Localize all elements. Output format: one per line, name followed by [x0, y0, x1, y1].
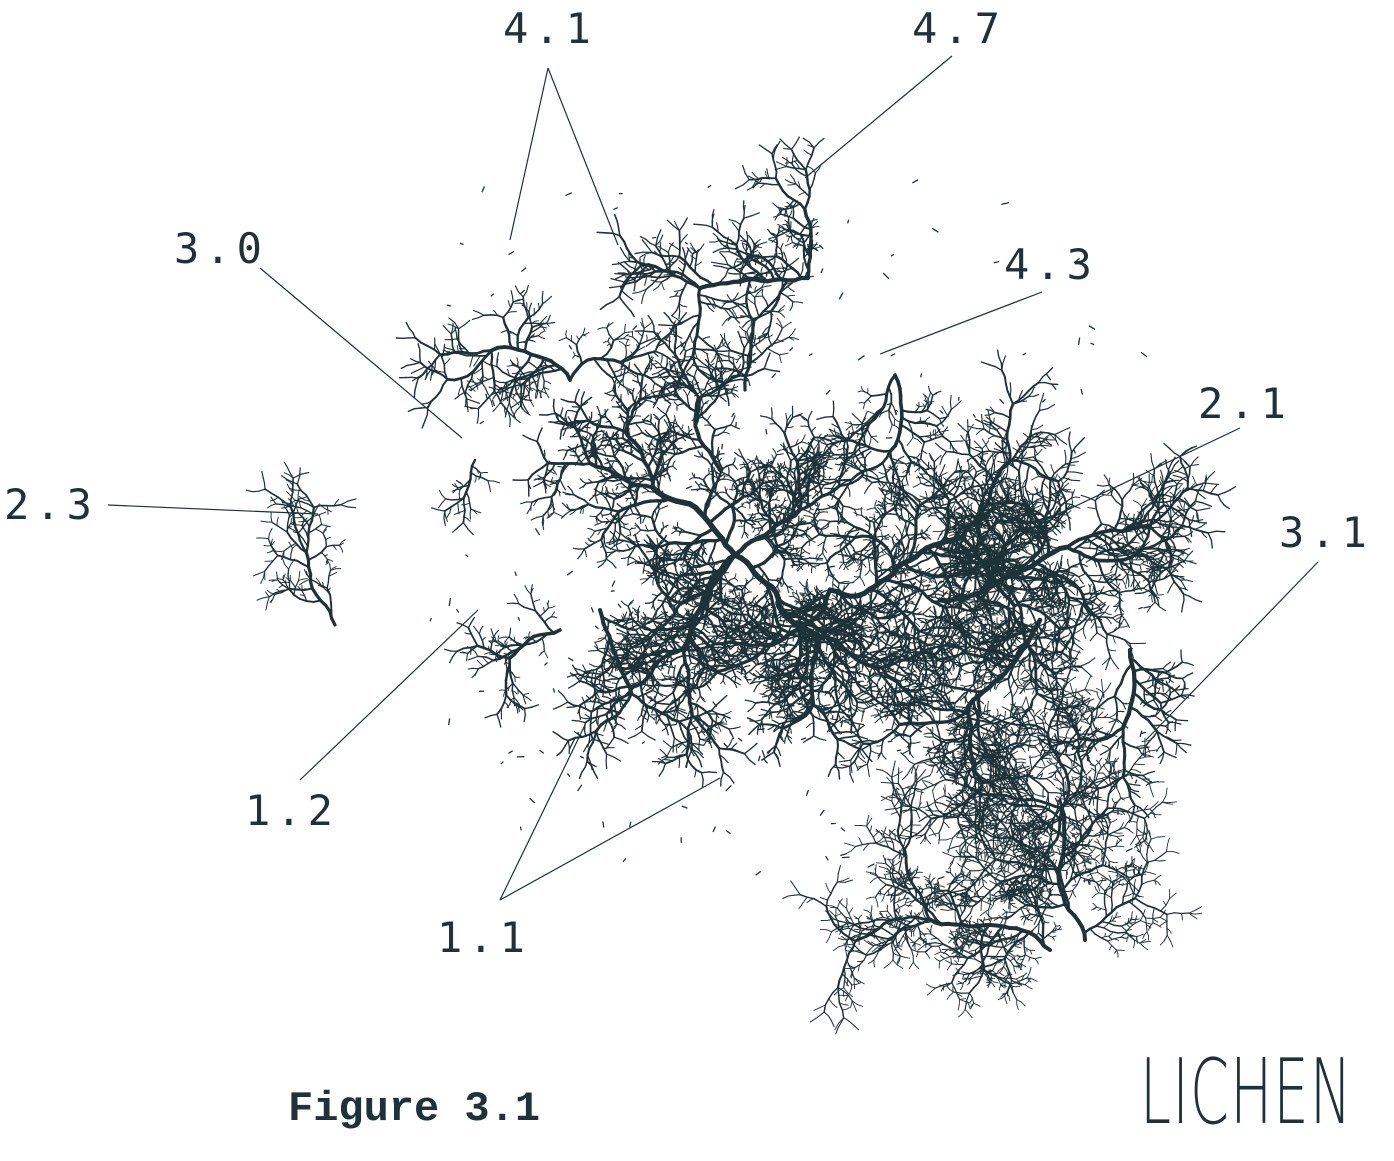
- leader-1-1-right: [500, 778, 720, 900]
- leader-4-1-right: [548, 68, 618, 245]
- label-1-2: 1.2: [245, 790, 339, 832]
- leader-4-3: [880, 292, 1042, 354]
- leader-3-0: [260, 268, 462, 438]
- leader-1-2: [300, 610, 478, 780]
- label-4-1: 4.1: [503, 8, 597, 50]
- label-2-3: 2.3: [4, 484, 98, 526]
- label-4-7: 4.7: [912, 8, 1006, 50]
- lichen-logo: LICHEN: [1140, 1048, 1353, 1138]
- leader-4-7: [805, 56, 952, 178]
- figure-caption: Figure 3.1: [288, 1088, 540, 1130]
- label-2-1: 2.1: [1198, 383, 1292, 425]
- label-3-1: 3.1: [1279, 512, 1373, 554]
- label-3-0: 3.0: [174, 228, 268, 270]
- label-4-3: 4.3: [1004, 244, 1098, 286]
- label-1-1: 1.1: [437, 917, 531, 959]
- leader-4-1-left: [510, 68, 548, 240]
- leader-3-1: [1146, 562, 1318, 740]
